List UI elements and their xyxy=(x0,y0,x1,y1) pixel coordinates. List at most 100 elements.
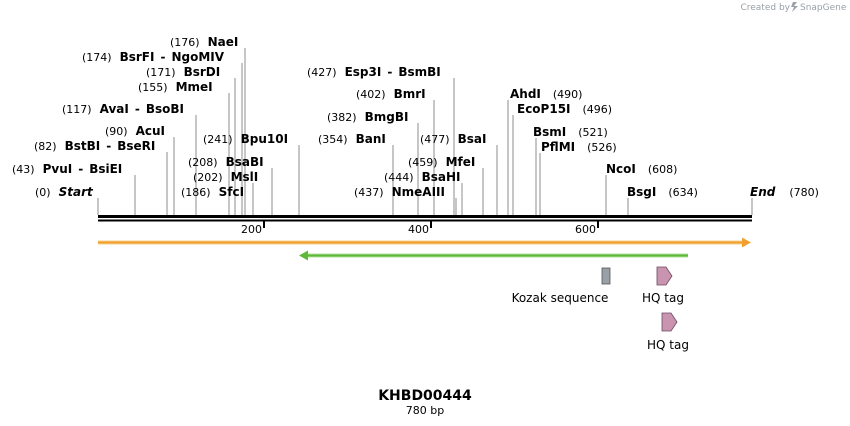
axis-tick-600: 600 xyxy=(575,223,596,236)
site-end: End (780) xyxy=(750,185,819,199)
hq-tag-feature-2 xyxy=(661,312,678,332)
site-position-msli: (202) xyxy=(193,171,223,184)
site-name-nmeaiii: NmeAIII xyxy=(392,185,445,199)
axis-tick-200: 200 xyxy=(241,223,262,236)
site-name-pflmi: PflMI xyxy=(541,140,575,154)
site-bsgi: BsgI (634) xyxy=(627,185,698,199)
site-position-bsahi: (444) xyxy=(384,171,414,184)
site-bsrfi: (174) BsrFI - NgoMIV xyxy=(82,50,225,64)
site-separator: - xyxy=(135,102,140,116)
site-name-ecop15i: EcoP15I xyxy=(517,102,571,116)
site-name-bsai: BsaI xyxy=(458,132,487,146)
site-alt-name-ngomiv: NgoMIV xyxy=(171,50,224,64)
kozak-sequence-feature xyxy=(601,267,611,285)
site-name-end: End xyxy=(750,185,776,199)
site-bsai: (477) BsaI xyxy=(420,132,486,146)
site-name-acui: AcuI xyxy=(136,124,165,138)
orange-feature-arrow xyxy=(98,237,751,248)
site-bstbi: (82) BstBI - BseRI xyxy=(34,139,155,153)
site-bsahi: (444) BsaHI xyxy=(384,170,461,184)
credit-prefix: Created by xyxy=(740,3,790,13)
site-lines xyxy=(97,48,753,215)
site-separator: - xyxy=(106,139,111,153)
site-name-bstbi: BstBI xyxy=(65,139,101,153)
site-bsrdi: (171) BsrDI xyxy=(146,65,220,79)
snapgene-logo-icon xyxy=(791,2,798,12)
site-position-bsgi: (634) xyxy=(668,186,698,199)
site-ncoi: NcoI (608) xyxy=(606,162,677,176)
site-alt-name-bsobi: BsoBI xyxy=(146,102,184,116)
site-position-naei: (176) xyxy=(170,36,200,49)
site-position-bmgbi: (382) xyxy=(327,111,357,124)
site-alt-name-bsiei: BsiEI xyxy=(89,162,122,176)
site-position-start: (0) xyxy=(35,186,51,199)
site-esp3i: (427) Esp3I - BsmBI xyxy=(307,65,441,79)
site-name-bmri: BmrI xyxy=(394,87,426,101)
credit-brand: SnapGene xyxy=(800,3,847,13)
hq-tag-feature-1 xyxy=(656,266,673,286)
site-separator: - xyxy=(387,65,392,79)
green-feature-arrow xyxy=(299,250,688,261)
sequence-backbone xyxy=(98,215,752,222)
site-position-sfci: (186) xyxy=(181,186,211,199)
site-pvui: (43) PvuI - BsiEI xyxy=(12,162,122,176)
site-position-bstbi: (82) xyxy=(34,140,57,153)
site-bsmi: BsmI (521) xyxy=(533,125,608,139)
site-position-mmei: (155) xyxy=(138,81,168,94)
site-position-ecop15i: (496) xyxy=(583,103,613,116)
site-name-start: Start xyxy=(59,185,94,199)
site-name-mmei: MmeI xyxy=(176,80,213,94)
site-position-bmri: (402) xyxy=(356,88,386,101)
site-nmeaiii: (437) NmeAIII xyxy=(354,185,445,199)
map-title: KHBD00444 xyxy=(378,388,472,404)
hq-tag-label-2: HQ tag xyxy=(647,338,689,352)
site-labels: (0) Start(43) PvuI - BsiEI(82) BstBI - BseRI(90… xyxy=(12,35,819,199)
site-alt-name-bsmbi: BsmBI xyxy=(398,65,440,79)
site-name-msli: MslI xyxy=(231,170,259,184)
site-ahdi: AhdI (490) xyxy=(510,87,582,101)
site-name-bsrfi: BsrFI xyxy=(120,50,155,64)
site-msli: (202) MslI xyxy=(193,170,258,184)
axis-tick-400: 400 xyxy=(408,223,429,236)
site-name-bsabi: BsaBI xyxy=(226,155,264,169)
site-position-nmeaiii: (437) xyxy=(354,186,384,199)
site-name-sfci: SfcI xyxy=(219,185,244,199)
site-ecop15i: EcoP15I (496) xyxy=(517,102,612,116)
site-bani: (354) BanI xyxy=(318,132,386,146)
site-name-pvui: PvuI xyxy=(43,162,73,176)
site-position-bani: (354) xyxy=(318,133,348,146)
site-position-ncoi: (608) xyxy=(648,163,678,176)
site-alt-name-bseri: BseRI xyxy=(117,139,155,153)
site-acui: (90) AcuI xyxy=(105,124,165,138)
site-position-bsai: (477) xyxy=(420,133,450,146)
site-position-mfei: (459) xyxy=(408,156,438,169)
site-position-bsrfi: (174) xyxy=(82,51,112,64)
site-position-end: (780) xyxy=(789,186,819,199)
site-bsabi: (208) BsaBI xyxy=(188,155,264,169)
site-bmgbi: (382) BmgBI xyxy=(327,110,408,124)
site-name-bpu10i: Bpu10I xyxy=(241,132,288,146)
site-name-bani: BanI xyxy=(356,132,386,146)
site-position-bpu10i: (241) xyxy=(203,133,233,146)
site-position-bsmi: (521) xyxy=(578,126,608,139)
site-separator: - xyxy=(78,162,83,176)
site-position-bsrdi: (171) xyxy=(146,66,176,79)
site-name-bsgi: BsgI xyxy=(627,185,656,199)
site-position-pflmi: (526) xyxy=(587,141,617,154)
site-sfci: (186) SfcI xyxy=(181,185,244,199)
site-name-bsahi: BsaHI xyxy=(422,170,461,184)
kozak-sequence-label: Kozak sequence xyxy=(512,291,609,305)
site-bmri: (402) BmrI xyxy=(356,87,426,101)
site-name-bmgbi: BmgBI xyxy=(365,110,409,124)
site-name-ahdi: AhdI xyxy=(510,87,541,101)
site-mfei: (459) MfeI xyxy=(408,155,475,169)
site-name-naei: NaeI xyxy=(208,35,239,49)
site-naei: (176) NaeI xyxy=(170,35,238,49)
site-name-bsrdi: BsrDI xyxy=(184,65,221,79)
site-position-pvui: (43) xyxy=(12,163,35,176)
site-pflmi: PflMI (526) xyxy=(541,140,617,154)
site-position-avai: (117) xyxy=(62,103,92,116)
site-name-ncoi: NcoI xyxy=(606,162,636,176)
site-mmei: (155) MmeI xyxy=(138,80,213,94)
